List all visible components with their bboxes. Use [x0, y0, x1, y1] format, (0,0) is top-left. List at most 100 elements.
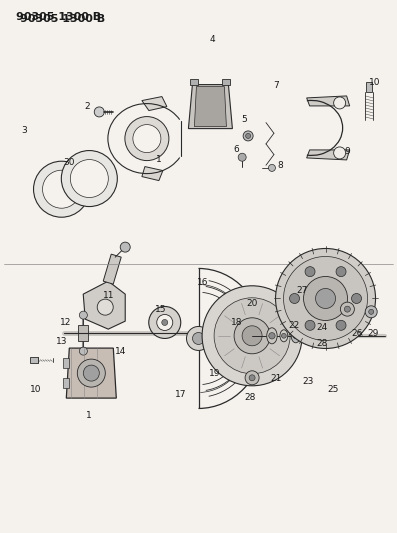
- Text: 9: 9: [345, 148, 350, 156]
- Circle shape: [243, 131, 253, 141]
- Circle shape: [238, 153, 246, 161]
- Text: 3: 3: [21, 126, 27, 135]
- Circle shape: [283, 256, 368, 341]
- Text: 15: 15: [155, 305, 166, 313]
- Ellipse shape: [330, 328, 341, 344]
- Circle shape: [316, 288, 335, 309]
- Text: 25: 25: [328, 385, 339, 393]
- Polygon shape: [66, 348, 116, 398]
- Circle shape: [293, 333, 299, 338]
- Polygon shape: [63, 378, 69, 388]
- Text: 10: 10: [30, 385, 41, 393]
- Circle shape: [162, 319, 168, 326]
- Circle shape: [281, 333, 286, 338]
- Text: 21: 21: [270, 374, 281, 383]
- Ellipse shape: [280, 330, 288, 342]
- Text: 26: 26: [352, 329, 363, 337]
- Polygon shape: [306, 96, 350, 106]
- Polygon shape: [142, 96, 167, 110]
- Circle shape: [336, 266, 346, 277]
- Text: 24: 24: [316, 324, 327, 332]
- Ellipse shape: [304, 330, 311, 341]
- Circle shape: [305, 266, 315, 277]
- Circle shape: [234, 318, 270, 354]
- Circle shape: [79, 347, 87, 355]
- Text: 13: 13: [56, 337, 67, 345]
- Circle shape: [42, 170, 81, 208]
- Circle shape: [319, 333, 324, 338]
- Text: 27: 27: [296, 286, 307, 295]
- Circle shape: [276, 248, 376, 349]
- Circle shape: [268, 164, 276, 172]
- Polygon shape: [83, 281, 125, 329]
- Text: 19: 19: [209, 369, 220, 377]
- Text: 1: 1: [87, 411, 92, 420]
- Circle shape: [125, 117, 169, 160]
- Text: 11: 11: [104, 292, 115, 300]
- Circle shape: [77, 359, 105, 387]
- Circle shape: [79, 311, 87, 319]
- Circle shape: [269, 333, 275, 339]
- Text: 18: 18: [231, 318, 242, 327]
- Circle shape: [332, 333, 339, 339]
- Circle shape: [242, 326, 262, 346]
- Circle shape: [187, 326, 210, 351]
- Circle shape: [305, 320, 315, 330]
- Circle shape: [33, 161, 90, 217]
- Text: 29: 29: [368, 329, 379, 337]
- Text: 16: 16: [197, 278, 208, 287]
- Circle shape: [83, 365, 99, 381]
- Ellipse shape: [267, 328, 277, 344]
- Text: 7: 7: [273, 81, 279, 90]
- Circle shape: [249, 375, 255, 381]
- Circle shape: [305, 334, 310, 338]
- Text: 6: 6: [233, 145, 239, 154]
- Polygon shape: [30, 357, 38, 363]
- Text: 17: 17: [175, 390, 186, 399]
- Circle shape: [133, 125, 161, 152]
- Circle shape: [94, 107, 104, 117]
- Circle shape: [202, 286, 302, 386]
- Circle shape: [245, 371, 259, 385]
- Circle shape: [157, 314, 173, 330]
- Circle shape: [70, 159, 108, 198]
- Text: 28: 28: [316, 340, 327, 348]
- Text: 1: 1: [156, 156, 162, 164]
- Circle shape: [344, 306, 351, 312]
- Polygon shape: [63, 358, 69, 368]
- Circle shape: [211, 339, 222, 349]
- Text: 2: 2: [85, 102, 90, 111]
- Circle shape: [193, 333, 204, 344]
- Circle shape: [149, 306, 181, 338]
- Circle shape: [61, 150, 118, 207]
- Polygon shape: [103, 254, 121, 284]
- Polygon shape: [78, 325, 89, 341]
- Circle shape: [289, 294, 300, 303]
- Text: 10: 10: [370, 78, 381, 87]
- Polygon shape: [195, 86, 226, 127]
- Polygon shape: [306, 150, 350, 160]
- Polygon shape: [222, 78, 230, 85]
- Circle shape: [336, 320, 346, 330]
- Text: 5: 5: [241, 116, 247, 124]
- Text: 30: 30: [64, 158, 75, 167]
- Polygon shape: [191, 78, 198, 85]
- Text: 23: 23: [302, 377, 313, 385]
- Polygon shape: [142, 167, 163, 181]
- Circle shape: [340, 302, 355, 316]
- Text: 22: 22: [288, 321, 299, 329]
- Circle shape: [214, 298, 290, 374]
- Circle shape: [333, 97, 346, 109]
- Circle shape: [365, 306, 377, 318]
- Circle shape: [304, 277, 347, 320]
- Text: 4: 4: [210, 36, 215, 44]
- Ellipse shape: [291, 329, 300, 343]
- Circle shape: [369, 309, 374, 314]
- Polygon shape: [366, 82, 372, 92]
- Text: 90305 1300 B: 90305 1300 B: [16, 12, 101, 22]
- Circle shape: [351, 294, 362, 303]
- Circle shape: [246, 133, 251, 139]
- Polygon shape: [189, 85, 232, 128]
- Text: 28: 28: [245, 393, 256, 401]
- Text: 90305 1300 B: 90305 1300 B: [20, 14, 105, 23]
